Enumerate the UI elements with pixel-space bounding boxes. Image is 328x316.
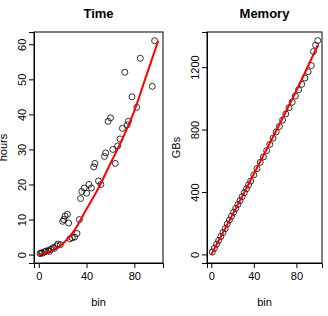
figure: 040800102030405060Timebinhours0408004008… <box>0 0 328 316</box>
marks <box>209 38 320 255</box>
point <box>149 83 155 89</box>
point <box>137 55 143 61</box>
x-tick: 40 <box>248 263 260 282</box>
y-tick-label: 0 <box>16 252 28 258</box>
y-tick-label: 60 <box>16 39 28 51</box>
point <box>129 94 135 100</box>
y-tick-label: 50 <box>16 74 28 86</box>
x-tick: 0 <box>209 263 215 282</box>
y-tick-mark <box>202 254 207 255</box>
y-tick-label: 0 <box>189 252 201 258</box>
y-tick: 10 <box>16 214 34 226</box>
fit-line <box>39 41 158 255</box>
y-tick-label: 400 <box>189 183 201 201</box>
y-axis: 0 400 800 1200 <box>189 33 208 264</box>
y-axis-title: GBs <box>170 136 182 158</box>
y-tick-label: 10 <box>16 214 28 226</box>
title: Memory <box>240 6 291 21</box>
point <box>112 160 118 166</box>
point <box>66 220 72 226</box>
x-tick-label: 0 <box>209 270 215 282</box>
x-axis-line <box>35 264 164 269</box>
point <box>92 160 98 166</box>
y-axis-title: hours <box>0 133 9 161</box>
y-tick: 1200 <box>189 55 207 79</box>
point <box>122 69 128 75</box>
x-tick: 0 <box>36 263 42 282</box>
point <box>315 38 321 44</box>
x-tick-label: 40 <box>81 270 93 282</box>
y-tick-mark <box>29 184 34 185</box>
x-tick: 40 <box>81 263 93 282</box>
y-tick: 30 <box>16 144 34 156</box>
x-axis: 0 40 80 <box>35 263 164 282</box>
y-tick: 800 <box>189 121 207 139</box>
y-tick-label: 20 <box>16 179 28 191</box>
y-tick-mark <box>202 192 207 193</box>
y-tick-mark <box>29 220 34 221</box>
plot-frame <box>207 32 322 263</box>
x-tick: 80 <box>129 263 141 282</box>
point <box>88 185 94 191</box>
plot-frame <box>34 32 163 263</box>
x-tick-mark <box>254 263 255 268</box>
x-axis-title: bin <box>257 296 272 308</box>
x-tick-mark <box>134 263 135 268</box>
y-tick-mark <box>202 130 207 131</box>
y-tick: 40 <box>16 109 34 121</box>
y-tick-mark <box>29 149 34 150</box>
point <box>107 115 113 121</box>
point <box>78 196 84 202</box>
x-tick-label: 40 <box>248 270 260 282</box>
x-axis-line <box>208 264 323 269</box>
point <box>91 164 97 170</box>
y-tick-mark <box>29 79 34 80</box>
y-tick-mark <box>29 44 34 45</box>
y-tick: 0 <box>16 252 34 258</box>
y-tick-label: 30 <box>16 144 28 156</box>
y-tick-label: 800 <box>189 121 201 139</box>
x-axis: 0 40 80 <box>208 263 323 282</box>
x-axis-title: bin <box>91 296 106 308</box>
x-tick-label: 80 <box>291 270 303 282</box>
point <box>64 211 70 217</box>
y-tick-mark <box>202 67 207 68</box>
point <box>103 150 109 156</box>
x-tick-mark <box>296 263 297 268</box>
y-tick: 0 <box>189 252 207 258</box>
y-tick: 60 <box>16 39 34 51</box>
x-tick-mark <box>39 263 40 268</box>
fit-line <box>211 45 317 254</box>
point <box>84 190 90 196</box>
x-tick-label: 0 <box>36 270 42 282</box>
point <box>74 231 80 237</box>
y-axis: 0 10 20 30 40 50 60 <box>16 33 35 264</box>
y-tick-mark <box>29 114 34 115</box>
marks <box>37 38 158 257</box>
x-tick-label: 80 <box>129 270 141 282</box>
y-tick: 50 <box>16 74 34 86</box>
x-tick-mark <box>87 263 88 268</box>
panel: 0408004008001200MemorybinGBs <box>170 6 323 308</box>
y-tick-label: 40 <box>16 109 28 121</box>
y-tick: 20 <box>16 179 34 191</box>
x-tick: 80 <box>291 263 303 282</box>
title: Time <box>83 6 113 21</box>
y-tick: 400 <box>189 183 207 201</box>
y-tick-mark <box>29 255 34 256</box>
point <box>101 153 107 159</box>
x-tick-mark <box>211 263 212 268</box>
panel: 0 40 80 0 10 20 30 40 50 60 Time bin hours <box>0 6 164 308</box>
y-tick-label: 1200 <box>189 55 201 79</box>
